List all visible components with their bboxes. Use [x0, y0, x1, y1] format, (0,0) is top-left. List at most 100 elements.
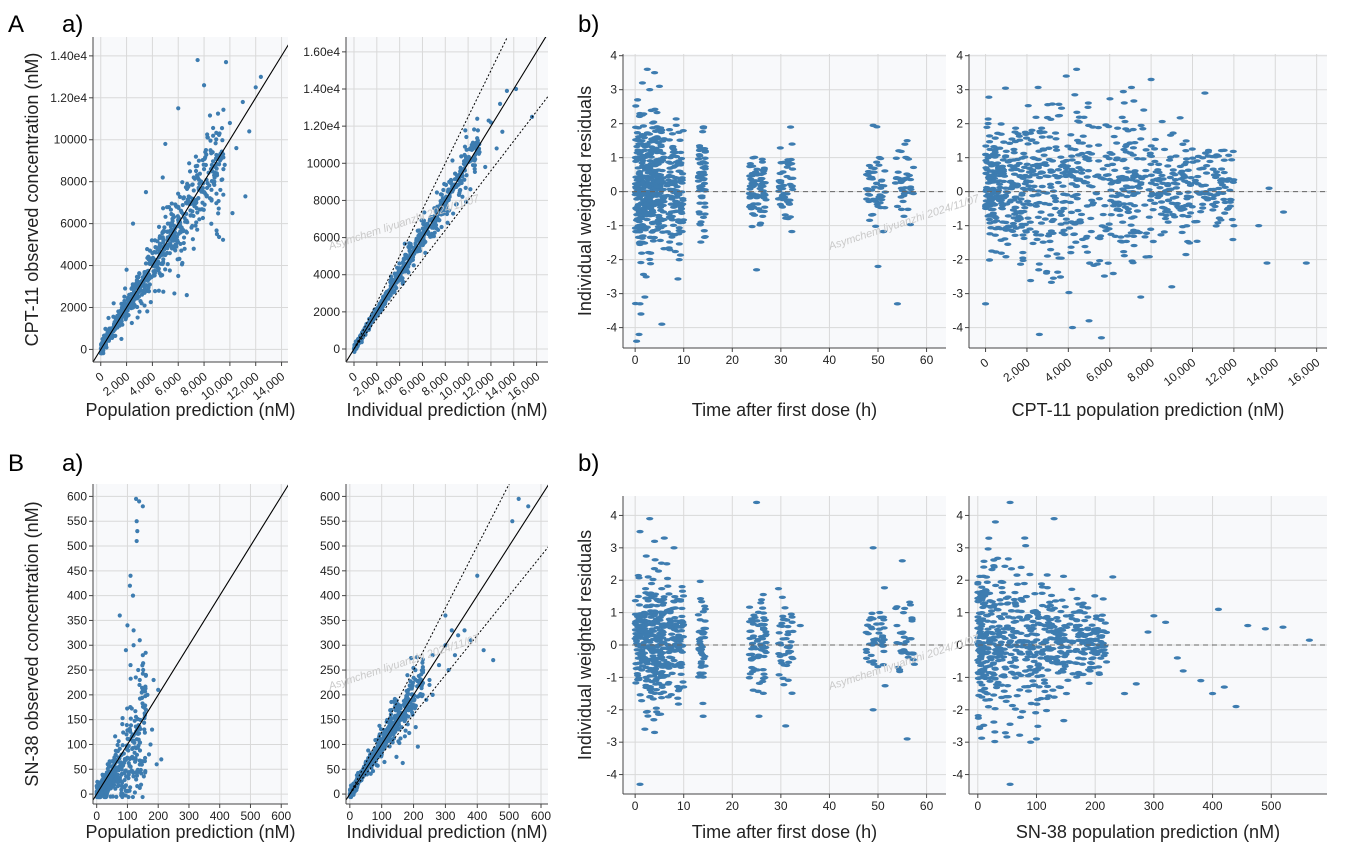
data-point	[122, 758, 128, 763]
data-point	[701, 167, 709, 171]
data-point	[119, 787, 124, 792]
data-point	[1049, 276, 1058, 280]
data-point	[1265, 186, 1273, 190]
data-point	[122, 304, 127, 309]
data-point	[639, 272, 648, 277]
data-point	[699, 701, 707, 706]
data-point	[464, 134, 469, 140]
data-point	[636, 633, 644, 638]
data-point	[146, 752, 152, 757]
data-point	[635, 676, 643, 680]
data-point	[1071, 93, 1079, 97]
data-point	[414, 655, 419, 660]
y-axis-title: Individual weighted residuals	[575, 86, 595, 316]
data-point	[1196, 167, 1204, 171]
data-point	[679, 623, 687, 628]
data-point	[631, 155, 640, 160]
data-point	[1130, 230, 1139, 235]
data-point	[377, 723, 382, 728]
data-point	[143, 770, 148, 775]
data-point	[129, 706, 134, 711]
data-point	[216, 234, 222, 240]
y-tick-label: 0	[333, 787, 340, 801]
data-point	[1075, 115, 1083, 119]
data-point	[669, 223, 678, 228]
data-point	[119, 771, 125, 776]
data-point	[647, 145, 656, 149]
data-point	[1073, 161, 1082, 165]
data-point	[996, 146, 1004, 150]
data-point	[632, 639, 641, 643]
data-point	[647, 690, 656, 694]
data-point	[1027, 278, 1035, 283]
data-point	[1186, 211, 1195, 215]
y-tick-label: 2000	[313, 305, 340, 319]
data-point	[1024, 103, 1032, 108]
data-point	[1054, 168, 1063, 172]
data-point	[448, 177, 454, 183]
data-point	[1083, 175, 1091, 179]
data-point	[989, 169, 997, 173]
data-point	[1072, 240, 1080, 244]
data-point	[1020, 236, 1028, 241]
data-point	[216, 206, 221, 211]
data-point	[1083, 250, 1092, 254]
data-point	[1182, 160, 1190, 165]
data-point	[1038, 135, 1046, 139]
data-point	[865, 193, 874, 197]
data-point	[671, 180, 679, 184]
data-point	[991, 136, 999, 140]
data-point	[676, 138, 684, 142]
data-point	[137, 748, 143, 753]
data-point	[1119, 89, 1127, 94]
data-point	[1034, 215, 1042, 220]
data-point	[1151, 137, 1159, 142]
data-point	[1229, 149, 1237, 154]
data-point	[113, 753, 118, 758]
data-point	[434, 190, 439, 195]
data-point	[653, 185, 662, 189]
upper-bound-line	[349, 484, 510, 795]
data-point	[670, 658, 678, 663]
data-point	[1085, 158, 1093, 163]
data-point	[701, 161, 709, 165]
data-point	[650, 718, 658, 722]
data-point	[868, 166, 876, 170]
data-point	[635, 603, 644, 607]
data-point	[130, 305, 136, 310]
data-point	[869, 123, 877, 128]
data-point	[123, 648, 129, 653]
y-tick-label: 2	[610, 117, 617, 131]
data-point	[749, 212, 757, 216]
data-point	[996, 166, 1004, 170]
data-point	[657, 712, 665, 716]
x-axis-title: Individual prediction (nM)	[346, 822, 547, 842]
data-point	[648, 623, 657, 627]
data-point	[1201, 151, 1210, 155]
data-point	[1130, 243, 1138, 248]
data-point	[391, 732, 396, 737]
data-point	[1073, 196, 1081, 201]
data-point	[1122, 239, 1131, 244]
data-point	[130, 282, 135, 287]
data-point	[678, 585, 686, 589]
data-point	[664, 175, 672, 179]
data-point	[402, 241, 407, 246]
data-point	[1001, 237, 1009, 241]
data-point	[1050, 194, 1058, 198]
data-point	[673, 644, 681, 649]
data-point	[132, 759, 138, 764]
data-point	[114, 315, 119, 321]
data-point	[658, 322, 666, 326]
data-point	[1088, 198, 1096, 202]
y-tick-label: 1	[610, 151, 617, 165]
data-point	[677, 629, 686, 633]
data-point	[151, 272, 157, 277]
data-point	[788, 185, 796, 189]
data-point	[659, 210, 668, 214]
data-point	[1188, 156, 1197, 160]
data-point	[390, 288, 395, 294]
data-point	[1046, 182, 1055, 187]
data-point	[123, 788, 128, 793]
data-point	[1062, 74, 1070, 78]
